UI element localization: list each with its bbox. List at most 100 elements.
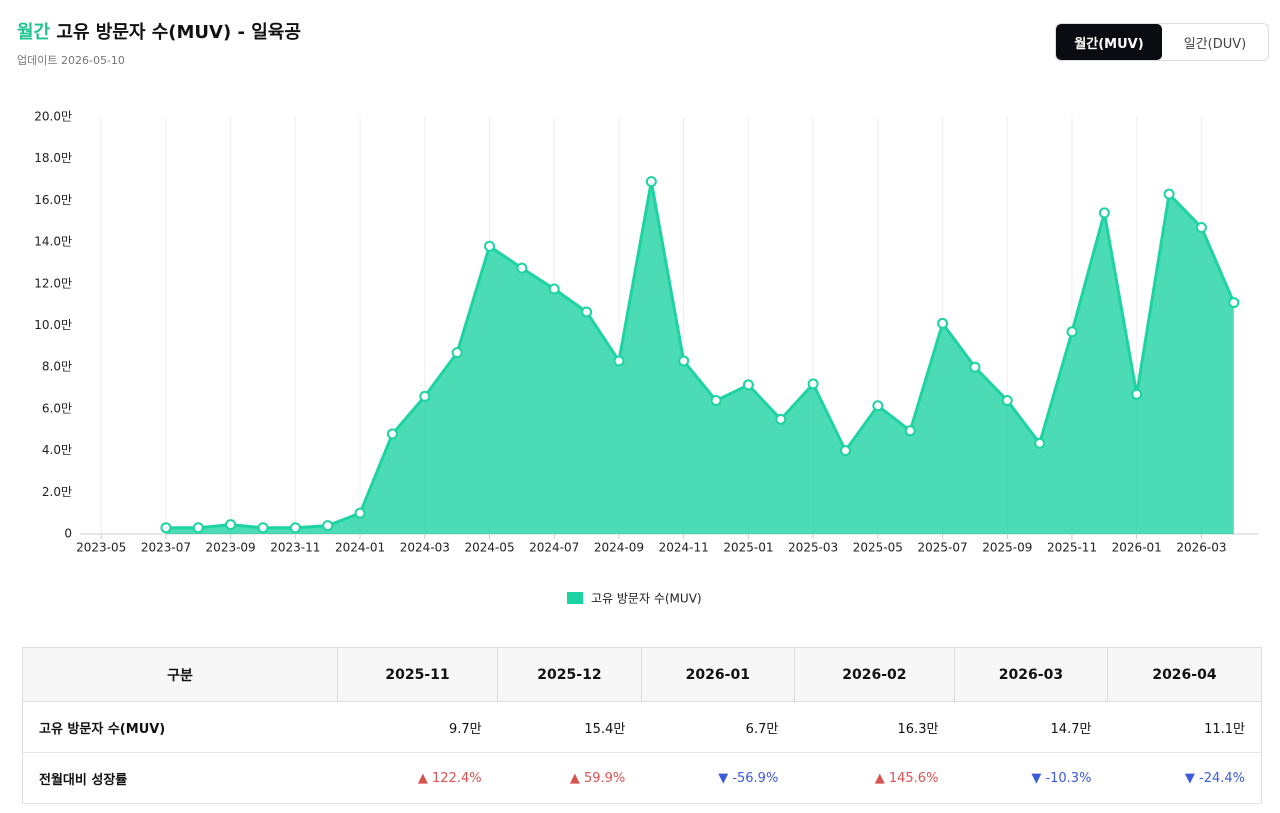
point — [386, 428, 398, 440]
x-tick-label: 2026-01 — [1112, 541, 1162, 555]
table-cell: ▲ 59.9% — [497, 752, 642, 804]
area-fill — [165, 181, 1234, 534]
x-tick-label: 2023-05 — [76, 541, 126, 555]
point — [419, 390, 431, 402]
table-cell: 15.4만 — [497, 701, 642, 753]
x-tick-label: 2024-07 — [529, 541, 579, 555]
point — [1195, 222, 1207, 234]
x-tick-label: 2025-05 — [853, 541, 903, 555]
x-tick-label: 2025-03 — [788, 541, 838, 555]
x-tick-label: 2024-03 — [400, 541, 450, 555]
y-tick-label: 18.0만 — [34, 151, 72, 165]
column-header: 2026-01 — [640, 647, 795, 702]
x-tick-label: 2025-01 — [723, 541, 773, 555]
column-header: 2025-11 — [336, 647, 499, 702]
title: 월간 고유 방문자 수(MUV) - 일육공 — [17, 18, 301, 44]
point — [937, 317, 949, 329]
table-cell: 전월대비 성장률 — [22, 752, 338, 804]
chart: 0 2.0만 4.0만 6.0만 8.0만 10.0만 12.0만 14.0만 16.0만 18.… — [34, 110, 1258, 606]
point — [289, 522, 301, 534]
point — [1098, 207, 1110, 219]
table-cell: ▲ 145.6% — [794, 752, 955, 804]
legend-swatch — [567, 592, 583, 604]
point — [192, 522, 204, 534]
point — [484, 240, 496, 252]
title-text: 고유 방문자 수(MUV) - 일육공 — [56, 22, 301, 43]
point — [257, 522, 269, 534]
point — [839, 445, 851, 457]
x-tick-label: 2023-07 — [141, 541, 191, 555]
y-tick-label: 6.0만 — [42, 401, 72, 415]
y-tick-label: 2.0만 — [42, 485, 72, 499]
point — [516, 262, 528, 274]
toggle-monthly[interactable]: 월간(MUV) — [1056, 24, 1162, 60]
point — [581, 306, 593, 318]
title-prefix: 월간 — [17, 22, 51, 43]
table-cell: 6.7만 — [641, 701, 795, 753]
point — [969, 361, 981, 373]
point — [678, 355, 690, 367]
y-tick-label: 0 — [64, 527, 72, 541]
column-header: 2025-12 — [497, 647, 642, 702]
point — [904, 425, 916, 437]
legend-label: 고유 방문자 수(MUV) — [591, 592, 702, 606]
table-cell: 고유 방문자 수(MUV) — [22, 701, 338, 753]
point — [1131, 388, 1143, 400]
table-row: 전월대비 성장률 ▲ 122.4% ▲ 59.9% ▼ -56.9% ▲ 145.6% ▼… — [22, 752, 1262, 804]
column-header: 구분 — [22, 647, 338, 702]
x-tick-label: 2026-03 — [1176, 541, 1226, 555]
point — [807, 378, 819, 390]
point — [1034, 437, 1046, 449]
table-cell: ▼ -24.4% — [1107, 752, 1262, 804]
point — [451, 347, 463, 359]
x-tick-label: 2024-11 — [659, 541, 709, 555]
column-header: 2026-04 — [1106, 647, 1263, 702]
y-tick-label: 12.0만 — [34, 276, 72, 290]
point — [548, 283, 560, 295]
y-tick-label: 10.0만 — [34, 318, 72, 332]
point — [775, 413, 787, 425]
x-tick-label: 2025-07 — [917, 541, 967, 555]
y-tick-label: 14.0만 — [34, 235, 72, 249]
point — [1066, 326, 1078, 338]
point — [1163, 188, 1175, 200]
point — [645, 176, 657, 188]
header: 월간 고유 방문자 수(MUV) - 일육공 업데이트 2026-05-10 — [17, 18, 301, 68]
point — [1228, 297, 1240, 309]
line — [165, 181, 1236, 530]
x-tick-label: 2023-11 — [270, 541, 320, 555]
table-cell: ▼ -10.3% — [954, 752, 1108, 804]
table-cell: ▼ -56.9% — [641, 752, 795, 804]
table-cell: 14.7만 — [954, 701, 1108, 753]
toggle-daily[interactable]: 일간(DUV) — [1183, 36, 1247, 52]
point — [160, 522, 172, 534]
point — [322, 520, 334, 532]
x-tick-label: 2023-09 — [206, 541, 256, 555]
x-tick-label: 2024-01 — [335, 541, 385, 555]
x-tick-label: 2025-09 — [982, 541, 1032, 555]
point — [354, 507, 366, 519]
x-tick-label: 2024-05 — [464, 541, 514, 555]
table: 구분 2025-11 2025-12 2026-01 2026-02 2026-03 202… — [22, 647, 1263, 804]
point — [225, 519, 237, 531]
table-cell: 16.3만 — [794, 701, 955, 753]
header-row: 구분 2025-11 2025-12 2026-01 2026-02 2026-03 202… — [22, 647, 1263, 702]
y-tick-label: 8.0만 — [42, 360, 72, 374]
point — [613, 355, 625, 367]
table-row: 고유 방문자 수(MUV) 9.7만 15.4만 6.7만 16.3만 14.7만 11.1… — [22, 701, 1262, 753]
point — [710, 395, 722, 407]
table-cell: 9.7만 — [337, 701, 498, 753]
y-tick-label: 4.0만 — [42, 443, 72, 457]
point — [872, 400, 884, 412]
y-tick-label: 20.0만 — [34, 110, 72, 124]
column-header: 2026-03 — [953, 647, 1108, 702]
table-cell: 11.1만 — [1107, 701, 1262, 753]
x-tick-label: 2025-11 — [1047, 541, 1097, 555]
x-tick-label: 2024-09 — [594, 541, 644, 555]
table-cell: ▲ 122.4% — [337, 752, 498, 804]
point — [1001, 395, 1013, 407]
toggle: 월간(MUV) 일간(DUV) — [1055, 23, 1269, 61]
y-tick-label: 16.0만 — [34, 193, 72, 207]
updated: 업데이트 2026-05-10 — [17, 54, 125, 67]
column-header: 2026-02 — [793, 647, 955, 702]
